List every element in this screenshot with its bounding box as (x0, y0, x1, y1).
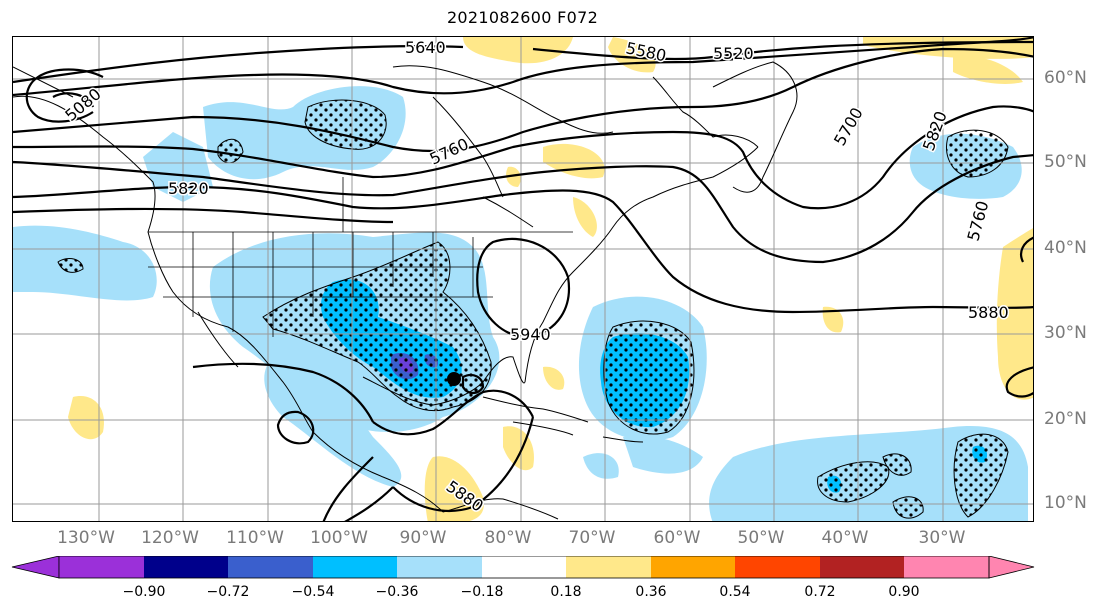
plot-title: 2021082600 F072 (446, 8, 599, 27)
colorbar-arrow-max (988, 556, 1035, 579)
storm-center-marker (447, 372, 461, 386)
colorbar-segment (144, 556, 228, 578)
lon-label: 90°W (399, 528, 447, 548)
lat-label: 60°N (1044, 68, 1087, 88)
map-svg: 5640 5580 5520 5080 5760 5700 5820 5820 … (13, 37, 1033, 521)
colorbar-tick-label: −0.36 (375, 584, 419, 600)
colorbar (11, 556, 1035, 579)
colorbar-segment (59, 556, 144, 578)
colorbar-segment (313, 556, 397, 578)
colorbar-segment (904, 556, 989, 578)
colorbar-arrow-min (11, 556, 60, 579)
colorbar-segment (566, 556, 651, 578)
lon-label: 50°W (737, 528, 785, 548)
lat-label: 30°N (1044, 323, 1087, 343)
colorbar-tick-label: −0.18 (460, 584, 504, 600)
significance-stippling (57, 99, 1009, 519)
lon-label: 130°W (57, 528, 115, 548)
lon-label: 70°W (568, 528, 616, 548)
lon-label: 80°W (484, 528, 532, 548)
lat-label: 20°N (1044, 409, 1087, 429)
colorbar-tick-label: −0.90 (122, 584, 166, 600)
colorbar-tick-label: −0.72 (206, 584, 250, 600)
contour-label-5700: 5700 (830, 104, 867, 149)
colorbar-tick-label: 0.54 (719, 584, 751, 600)
contour-label-5760-b: 5760 (964, 199, 993, 243)
contour-label-5640: 5640 (405, 38, 446, 57)
colorbar-segment (397, 556, 482, 578)
lon-label: 110°W (226, 528, 284, 548)
height-contours (13, 37, 1033, 521)
colorbar-tick-label: 0.90 (888, 584, 920, 600)
colorbar-outline (58, 556, 990, 579)
lon-label: 60°W (653, 528, 701, 548)
colorbar-segment (651, 556, 735, 578)
colorbar-tick-label: 0.72 (804, 584, 836, 600)
colorbar-tick-label: 0.18 (550, 584, 582, 600)
contour-label-5940: 5940 (510, 325, 551, 344)
state-borders (148, 177, 573, 337)
colorbar-segment (820, 556, 904, 578)
lat-label: 10°N (1044, 493, 1087, 513)
colorbar-tick-label: 0.36 (635, 584, 667, 600)
colorbar-segment (735, 556, 820, 578)
map-panel: 5640 5580 5520 5080 5760 5700 5820 5820 … (12, 36, 1034, 522)
contour-label-5520: 5520 (713, 44, 754, 63)
contour-label-5820-a: 5820 (168, 179, 209, 198)
lon-label: 120°W (141, 528, 199, 548)
colorbar-tick-label: −0.54 (291, 584, 335, 600)
lat-label: 50°N (1044, 152, 1087, 172)
colorbar-segment (228, 556, 313, 578)
lat-label: 40°N (1044, 238, 1087, 258)
colorbar-segment (482, 556, 566, 578)
lon-label: 100°W (310, 528, 368, 548)
contour-label-5880-a: 5880 (968, 303, 1009, 322)
lon-label: 30°W (918, 528, 966, 548)
lon-label: 40°W (821, 528, 869, 548)
